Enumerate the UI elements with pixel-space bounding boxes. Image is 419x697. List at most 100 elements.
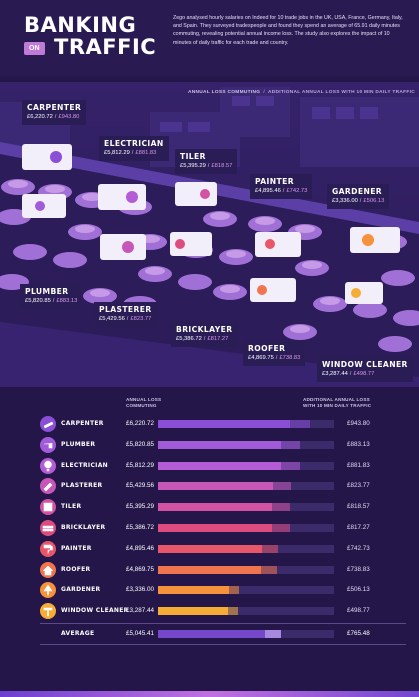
bar-track bbox=[158, 503, 334, 512]
callout-extra: £506.13 bbox=[363, 198, 385, 204]
row-label: PLASTERER bbox=[61, 482, 103, 490]
callout-name: ROOFER bbox=[248, 344, 286, 353]
bar-loss bbox=[158, 607, 228, 616]
trowel-icon bbox=[40, 478, 56, 495]
scene-legend: ANNUAL LOSS COMMUTING / ADDITIONAL ANNUAL … bbox=[188, 90, 415, 95]
vans bbox=[22, 144, 400, 304]
callout-loss: £5,812.29 bbox=[104, 150, 130, 156]
callout-extra: £498.77 bbox=[353, 371, 375, 377]
average-bar-loss bbox=[158, 630, 265, 638]
callout-sep: / bbox=[203, 336, 206, 342]
row-loss-value: £5,812.29 bbox=[126, 461, 155, 469]
roof-icon bbox=[40, 561, 56, 578]
row-label: GARDENER bbox=[61, 586, 101, 594]
average-row: AVERAGE £5,045.41 £765.48 bbox=[40, 623, 406, 645]
footer-bar bbox=[0, 691, 419, 697]
legend-extra-label: ADDITIONAL ANNUAL LOSS WITH 10 MIN DAILY… bbox=[267, 90, 415, 95]
row-loss-value: £5,395.29 bbox=[126, 503, 155, 511]
col-header-extra-line2: WITH 10 MIN DAILY TRAFFIC bbox=[303, 403, 372, 409]
callout-name: PLUMBER bbox=[25, 287, 69, 296]
average-loss: £5,045.41 bbox=[126, 630, 155, 637]
callout-plumber: PLUMBER £5,820.85/£883.13 bbox=[20, 284, 83, 309]
callout-loss: £3,287.44 bbox=[322, 371, 348, 377]
row-extra-value: £818.57 bbox=[347, 503, 370, 511]
bar-track bbox=[158, 440, 334, 449]
chart-row: WINDOW CLEANER £3,287.44 £498.77 bbox=[40, 603, 406, 620]
bar-extra bbox=[281, 440, 301, 449]
callout-sep: / bbox=[359, 198, 362, 204]
callout-loss: £4,895.46 bbox=[255, 188, 281, 194]
bar-loss bbox=[158, 524, 273, 532]
bar-loss bbox=[158, 440, 282, 449]
bar-extra bbox=[272, 503, 290, 512]
row-loss-value: £5,820.85 bbox=[126, 440, 155, 448]
paint-roller-icon bbox=[40, 540, 56, 557]
row-extra-value: £506.13 bbox=[347, 586, 370, 594]
callout-extra: £823.77 bbox=[130, 316, 152, 322]
row-extra-value: £742.73 bbox=[347, 544, 370, 552]
callout-name: PLASTERER bbox=[99, 305, 152, 314]
bar-track bbox=[158, 524, 334, 532]
row-loss-value: £3,287.44 bbox=[126, 607, 155, 615]
bar-loss bbox=[158, 461, 282, 470]
callout-sep: / bbox=[126, 316, 129, 322]
bar-loss bbox=[158, 565, 262, 574]
callout-sep: / bbox=[349, 371, 352, 377]
col-header-extra-line1: ADDITIONAL ANNUAL LOSS bbox=[303, 397, 370, 402]
lightbulb-icon bbox=[40, 457, 56, 474]
callout-extra: £818.57 bbox=[211, 163, 233, 169]
callout-sep: / bbox=[207, 163, 210, 169]
bar-track bbox=[158, 420, 334, 428]
callout-roofer: ROOFER £4,869.75/£738.83 bbox=[243, 341, 306, 366]
row-label: ROOFER bbox=[61, 565, 91, 573]
row-extra-value: £943.80 bbox=[347, 420, 370, 427]
callout-window-cleaner: WINDOW CLEANER £3,287.44/£498.77 bbox=[317, 357, 413, 382]
pipe-icon bbox=[40, 436, 56, 453]
callout-name: PAINTER bbox=[255, 177, 294, 186]
legend-loss-label: ANNUAL LOSS COMMUTING bbox=[188, 90, 261, 95]
bar-track bbox=[158, 461, 334, 470]
callout-painter: PAINTER £4,895.46/£742.73 bbox=[250, 174, 313, 199]
brick-icon bbox=[40, 520, 56, 536]
callout-extra: £883.13 bbox=[56, 298, 78, 304]
chart-row: CARPENTER £6,220.72 £943.80 bbox=[40, 416, 406, 432]
callout-sep: / bbox=[282, 188, 285, 194]
col-header-extra: ADDITIONAL ANNUAL LOSS WITH 10 MIN DAILY… bbox=[303, 397, 371, 409]
average-track bbox=[158, 630, 334, 638]
callout-bricklayer: BRICKLAYER £5,386.72/£817.27 bbox=[171, 322, 238, 347]
chart-row: PLASTERER £5,429.56 £823.77 bbox=[40, 478, 406, 495]
bar-extra bbox=[273, 482, 291, 491]
callout-tiler: TILER £5,395.29/£818.57 bbox=[175, 149, 238, 174]
callout-name: CARPENTER bbox=[27, 103, 82, 112]
callout-sep: / bbox=[52, 298, 55, 304]
callout-sep: / bbox=[131, 150, 134, 156]
callout-extra: £742.73 bbox=[286, 188, 308, 194]
callout-loss: £5,820.85 bbox=[25, 298, 51, 304]
callout-extra: £738.83 bbox=[279, 355, 301, 361]
callout-loss: £4,869.75 bbox=[248, 355, 274, 361]
callout-extra: £881.83 bbox=[135, 150, 157, 156]
row-loss-value: £3,336.00 bbox=[126, 586, 155, 594]
callout-gardener: GARDENER £3,336.00/£506.13 bbox=[327, 184, 390, 209]
saw-icon bbox=[40, 416, 56, 432]
tile-icon bbox=[40, 499, 56, 516]
callout-plasterer: PLASTERER £5,429.56/£823.77 bbox=[94, 302, 157, 327]
callout-sep: / bbox=[54, 114, 57, 120]
row-label: BRICKLAYER bbox=[61, 524, 106, 531]
chart-row: PAINTER £4,895.46 £742.73 bbox=[40, 540, 406, 557]
row-extra-value: £738.83 bbox=[347, 565, 370, 573]
chart-row: PLUMBER £5,820.85 £883.13 bbox=[40, 436, 406, 453]
chart-row: ROOFER £4,869.75 £738.83 bbox=[40, 561, 406, 578]
bar-extra bbox=[228, 586, 240, 595]
callout-loss: £5,395.29 bbox=[180, 163, 206, 169]
bar-track bbox=[158, 565, 334, 574]
callout-extra: £943.80 bbox=[58, 114, 80, 120]
row-label: TILER bbox=[61, 503, 82, 511]
bar-loss bbox=[158, 503, 273, 512]
col-header-loss-line2: COMMUTING bbox=[126, 403, 157, 409]
callout-name: GARDENER bbox=[332, 187, 383, 196]
chart-row: ELECTRICIAN £5,812.29 £881.83 bbox=[40, 457, 406, 474]
callout-name: BRICKLAYER bbox=[176, 325, 233, 334]
bar-loss bbox=[158, 482, 274, 491]
row-loss-value: £4,895.46 bbox=[126, 544, 155, 552]
